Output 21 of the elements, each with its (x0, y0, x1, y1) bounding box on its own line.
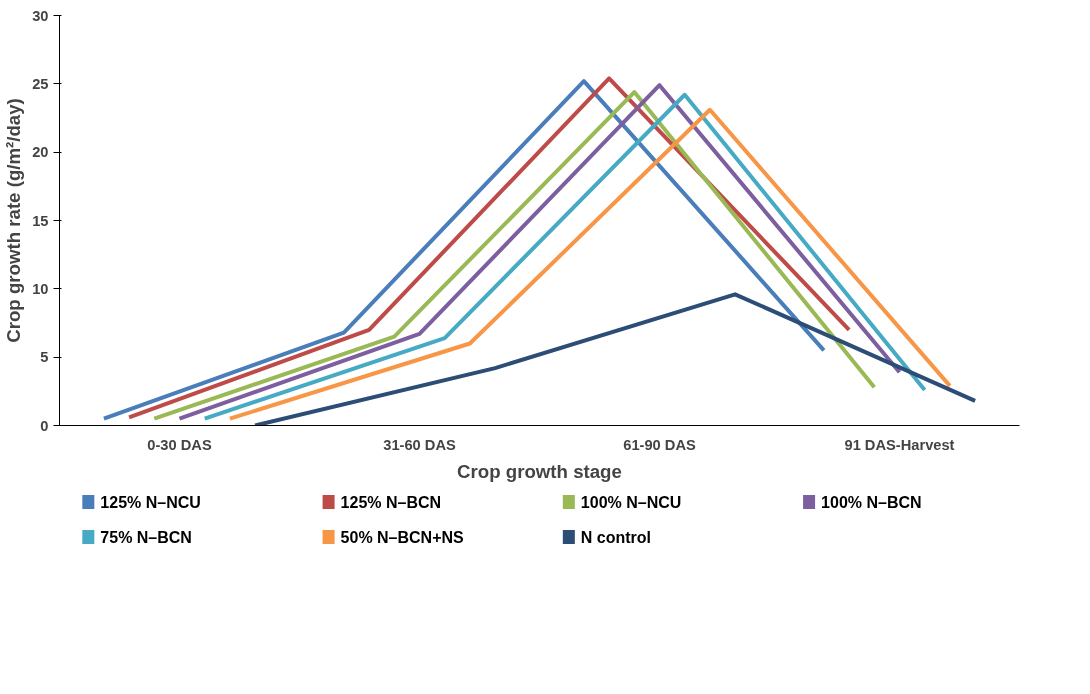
x-tick-label: 61-90 DAS (623, 436, 696, 453)
x-tick-label: 31-60 DAS (383, 436, 456, 453)
y-tick-label: 5 (40, 349, 49, 366)
y-tick-label: 15 (32, 212, 49, 229)
legend-label: 100% N–BCN (821, 493, 922, 511)
y-tick-label: 0 (40, 417, 49, 434)
legend-label: 50% N–BCN+NS (340, 528, 465, 546)
legend-label: 125% N–NCU (100, 493, 201, 511)
legend-label: 125% N–BCN (340, 493, 442, 511)
x-tick-label: 0-30 DAS (147, 436, 212, 453)
legend-label: 100% N–NCU (580, 493, 682, 511)
legend-label: N control (580, 528, 652, 546)
legend-label: 75% N–BCN (100, 528, 192, 546)
y-tick-label: 30 (32, 7, 49, 24)
y-axis-title: Crop growth rate (g/m²/day) (3, 98, 25, 343)
y-tick-label: 20 (32, 144, 49, 161)
y-tick-label: 25 (32, 75, 49, 92)
y-tick-label: 10 (32, 280, 49, 297)
line-series (253, 292, 978, 426)
x-tick-label: 91 DAS-Harvest (844, 436, 955, 453)
x-axis-title: Crop growth stage (457, 460, 622, 482)
